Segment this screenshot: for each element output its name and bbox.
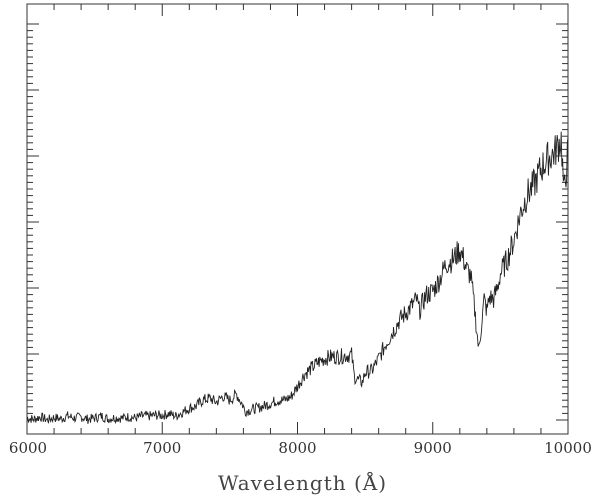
x-tick-label: 9000 xyxy=(414,439,452,457)
x-tick-label: 6000 xyxy=(9,439,47,457)
x-tick-label: 7000 xyxy=(143,439,181,457)
axis-ticks xyxy=(26,4,569,434)
plot-frame xyxy=(26,3,569,435)
x-tick-label: 10000 xyxy=(544,439,592,457)
x-axis-title: Wavelength (Å) xyxy=(218,470,387,495)
spectrum-series-line xyxy=(26,131,569,425)
x-tick-labels: 6000 7000 8000 9000 10000 xyxy=(9,439,592,457)
x-tick-label: 8000 xyxy=(278,439,316,457)
